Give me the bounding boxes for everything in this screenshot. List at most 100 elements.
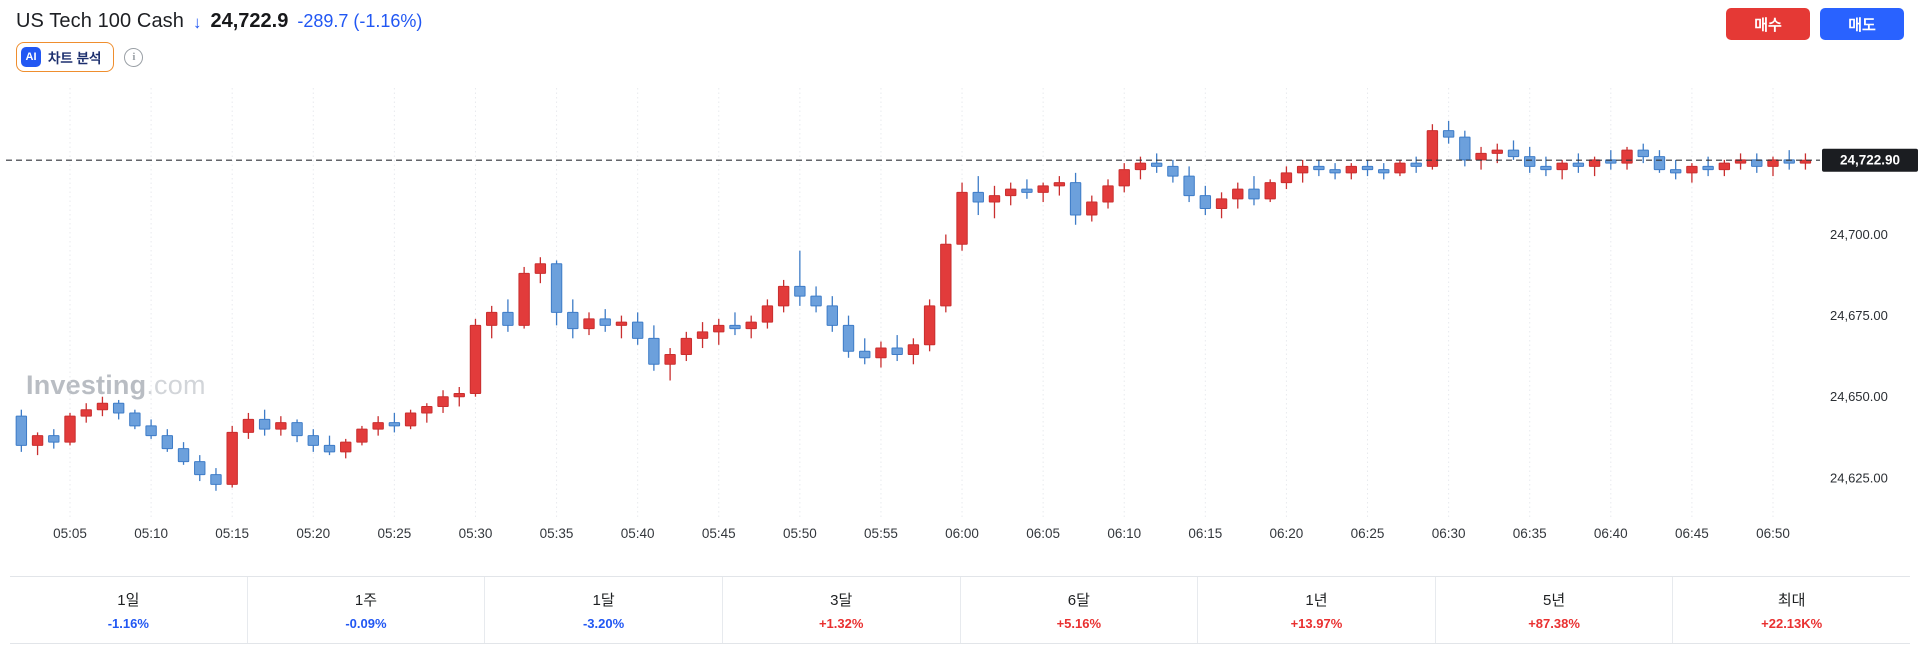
ai-chart-analysis-button[interactable]: AI 차트 분석	[16, 42, 115, 72]
candle	[210, 468, 222, 491]
candle-body	[875, 347, 887, 359]
x-axis-label: 05:25	[377, 526, 411, 541]
candle-body	[1053, 182, 1066, 187]
candle-body	[826, 305, 838, 326]
candle-body	[1021, 188, 1033, 193]
candle-body	[1232, 188, 1244, 200]
candle	[404, 409, 417, 430]
candle	[777, 279, 790, 313]
y-axis-labels: 24,625.00 24,650.00 24,675.00 24,700.00	[1830, 227, 1888, 485]
candle-body	[664, 354, 676, 365]
candle-body	[1621, 149, 1633, 164]
candle-body	[1134, 162, 1147, 171]
candle	[1507, 140, 1520, 160]
candle	[356, 425, 368, 446]
candle	[145, 419, 157, 439]
x-axis-label: 06:05	[1026, 526, 1060, 541]
period-tab-최대[interactable]: 최대 +22.13K%	[1673, 577, 1910, 643]
candle-body	[15, 415, 28, 446]
candle	[664, 348, 676, 381]
current-price-tag: 24,722.90	[1822, 148, 1918, 172]
candle-body	[777, 285, 790, 307]
candle-body	[696, 331, 709, 339]
candle	[340, 438, 352, 459]
candle	[713, 318, 725, 345]
period-label: 1년	[1305, 592, 1328, 609]
candle	[1361, 159, 1374, 177]
buy-button[interactable]: 매수	[1726, 8, 1810, 40]
candle	[31, 432, 44, 456]
period-label: 6달	[1067, 592, 1090, 609]
period-tab-5년[interactable]: 5년 +87.38%	[1436, 577, 1674, 643]
period-tab-1년[interactable]: 1년 +13.97%	[1198, 577, 1436, 643]
candle	[1329, 163, 1341, 180]
period-change-value: -1.16%	[107, 616, 149, 631]
candle	[80, 403, 92, 423]
candle-body	[1475, 152, 1487, 161]
x-axis-label: 06:40	[1594, 526, 1628, 541]
candle-body	[1248, 188, 1260, 200]
candle-body	[761, 305, 774, 323]
candle	[1572, 153, 1585, 173]
candle	[1069, 172, 1082, 225]
candle	[1459, 130, 1471, 167]
candle-body	[96, 402, 109, 411]
candle	[518, 266, 530, 329]
period-tab-1일[interactable]: 1일 -1.16%	[10, 577, 248, 643]
candle-body	[1556, 162, 1568, 171]
candle	[1734, 153, 1747, 170]
candle-body	[194, 461, 206, 476]
x-axis-label: 05:10	[134, 526, 168, 541]
info-icon[interactable]: i	[124, 47, 144, 67]
y-axis-label: 24,675.00	[1830, 308, 1888, 323]
candle-body	[1572, 162, 1585, 167]
period-tab-1주[interactable]: 1주 -0.09%	[248, 577, 486, 643]
candle	[453, 386, 465, 407]
candle-body	[291, 422, 303, 437]
candle-body	[469, 324, 482, 394]
candle-body	[907, 344, 920, 356]
x-axis-label: 05:35	[540, 526, 574, 541]
price-chart[interactable]: 24,625.00 24,650.00 24,675.00 24,700.00 24,7…	[0, 70, 1920, 550]
period-change-value: +87.38%	[1528, 616, 1580, 631]
last-price: 24,722.9	[210, 10, 289, 32]
candle-body	[161, 435, 174, 450]
candle-body	[745, 321, 757, 330]
candle-body	[1378, 169, 1390, 174]
candle	[1799, 153, 1812, 170]
candles	[15, 120, 1812, 491]
candle-body	[404, 412, 417, 427]
period-tab-1달[interactable]: 1달 -3.20%	[485, 577, 723, 643]
candle	[275, 416, 287, 436]
candle-body	[307, 435, 319, 446]
candle-body	[145, 425, 157, 437]
candle	[1702, 156, 1714, 177]
candle	[112, 399, 125, 420]
candle	[745, 315, 757, 339]
period-tab-3달[interactable]: 3달 +1.32%	[723, 577, 961, 643]
candle	[1394, 159, 1406, 177]
candle-body	[631, 321, 644, 339]
candle	[1264, 179, 1276, 203]
candle-body	[177, 448, 190, 463]
candle-body	[1588, 159, 1601, 167]
candle	[810, 286, 822, 313]
candle-body	[583, 318, 595, 330]
candle	[923, 299, 936, 352]
candle	[615, 315, 628, 339]
x-axis-label: 06:15	[1188, 526, 1222, 541]
x-axis-label: 06:20	[1270, 526, 1304, 541]
candle	[1086, 195, 1098, 222]
period-tab-6달[interactable]: 6달 +5.16%	[961, 577, 1199, 643]
period-change-value: +13.97%	[1290, 616, 1343, 631]
candle-body	[1005, 188, 1017, 197]
candle-body	[1507, 149, 1520, 158]
candle	[1718, 159, 1731, 177]
x-axis-label: 06:00	[945, 526, 979, 541]
candle-body	[210, 474, 222, 485]
candle-body	[372, 422, 384, 430]
sell-button[interactable]: 매도	[1820, 8, 1904, 40]
candle-body	[713, 324, 725, 333]
x-axis-label: 05:45	[702, 526, 736, 541]
candle-body	[340, 441, 352, 453]
